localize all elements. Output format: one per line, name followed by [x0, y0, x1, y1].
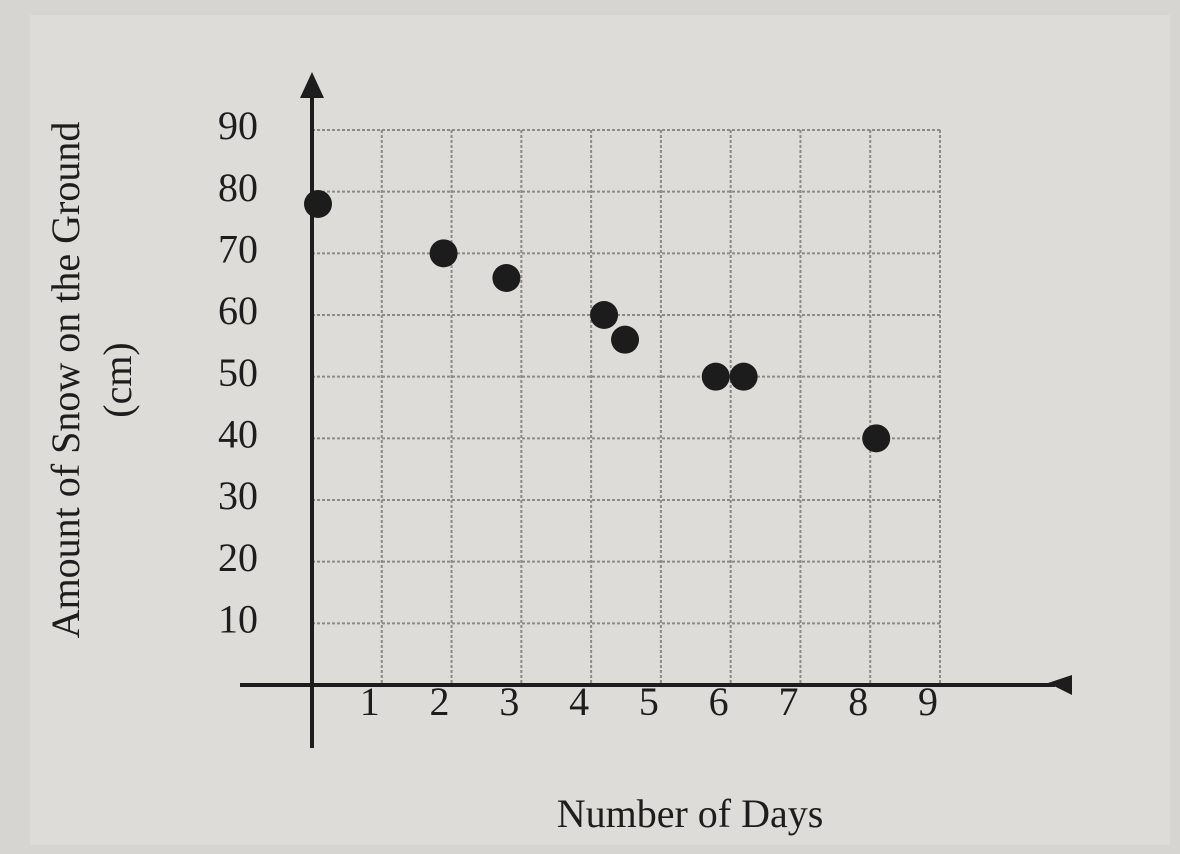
y-tick-label: 20 [218, 535, 258, 580]
x-tick-label: 5 [639, 679, 659, 724]
point [304, 190, 332, 218]
y-tick-label: 70 [218, 227, 258, 272]
y-tick-label: 80 [218, 165, 258, 210]
x-axis-label: Number of Days [557, 791, 824, 836]
point [862, 424, 891, 453]
x-tick-label: 3 [499, 679, 519, 724]
x-tick-label: 9 [918, 679, 938, 724]
x-tick-label: 4 [569, 679, 589, 724]
x-tick-label: 1 [360, 679, 380, 724]
y-tick-label: 50 [218, 350, 258, 395]
point [729, 362, 758, 391]
point [429, 239, 458, 268]
y-axis-label-group: Amount of Snow on the Ground (cm) [43, 122, 140, 639]
point [590, 301, 619, 329]
point [492, 264, 521, 292]
point [701, 362, 730, 391]
y-tick-label: 90 [218, 103, 258, 148]
y-axis-arrow [300, 72, 324, 98]
y-axis-label: Amount of Snow on the Ground [43, 122, 88, 639]
paper [30, 15, 1170, 845]
y-tick-label: 10 [218, 597, 258, 642]
x-tick-label: 6 [709, 679, 729, 724]
y-tick-label: 60 [218, 288, 258, 333]
x-tick-label: 2 [430, 679, 450, 724]
y-tick-label: 30 [218, 473, 258, 518]
x-tick-label: 8 [848, 679, 868, 724]
y-axis-label: (cm) [95, 342, 140, 418]
x-axis-arrow [1048, 675, 1072, 695]
y-tick-label: 40 [218, 412, 258, 457]
point [611, 325, 640, 354]
grid [312, 129, 941, 685]
x-tick-label: 7 [778, 679, 798, 724]
